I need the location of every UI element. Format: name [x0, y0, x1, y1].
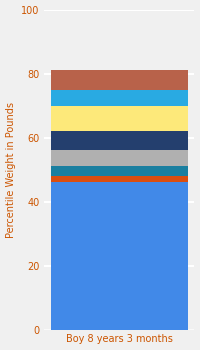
Bar	[51, 150, 188, 166]
Bar	[51, 176, 188, 182]
Bar	[51, 182, 188, 330]
Bar	[51, 70, 188, 90]
Bar	[51, 90, 188, 106]
Bar	[51, 131, 188, 150]
Y-axis label: Percentile Weight in Pounds: Percentile Weight in Pounds	[6, 102, 16, 238]
Bar	[51, 106, 188, 131]
Bar	[51, 166, 188, 176]
